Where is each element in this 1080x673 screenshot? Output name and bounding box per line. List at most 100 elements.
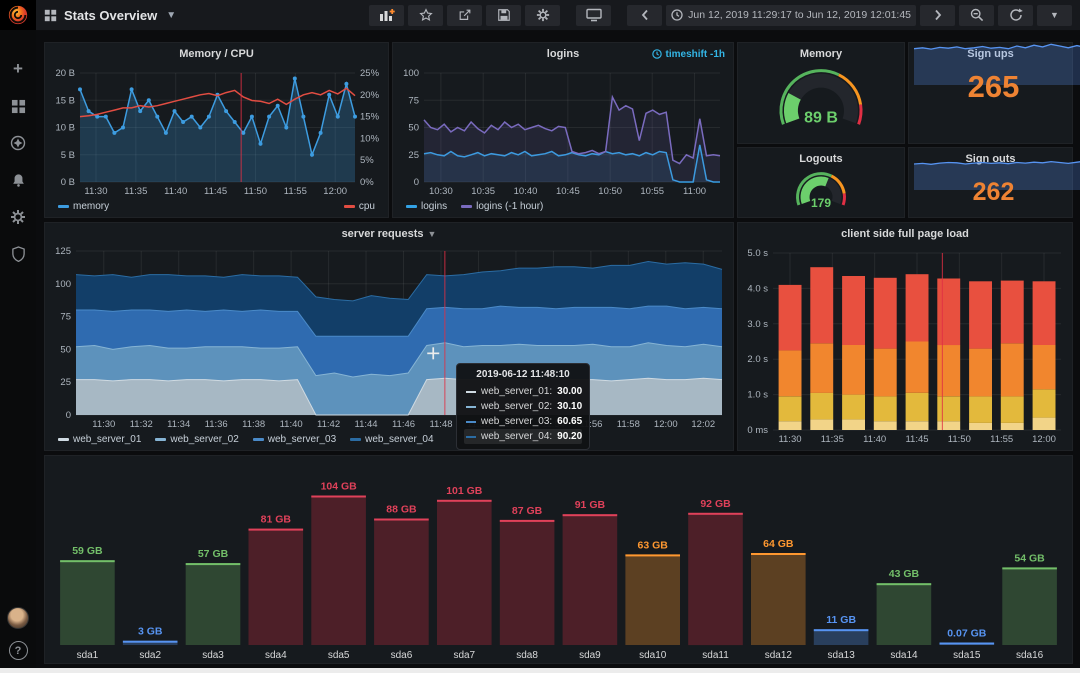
clock-icon <box>651 49 662 59</box>
sign-ups-sparkline[interactable] <box>914 35 1080 85</box>
legend: logins logins (-1 hour) <box>396 198 730 215</box>
explore-compass-icon[interactable] <box>9 134 27 152</box>
svg-text:sda14: sda14 <box>890 650 918 661</box>
panel-title-text: Sign ups <box>967 48 1013 60</box>
add-panel-button[interactable] <box>369 4 405 26</box>
svg-text:11:38: 11:38 <box>242 419 265 430</box>
cycle-view-button[interactable] <box>576 4 612 26</box>
svg-text:11:40: 11:40 <box>280 419 303 430</box>
alerting-bell-icon[interactable] <box>9 171 27 189</box>
legend-item-web-server-04[interactable]: web_server_04 <box>350 434 434 445</box>
legend-item-web-server-03[interactable]: web_server_03 <box>252 434 336 445</box>
legend: web_server_01 web_server_02 web_server_0… <box>48 431 730 448</box>
svg-text:11:44: 11:44 <box>355 419 378 430</box>
legend-item-web-server-02[interactable]: web_server_02 <box>155 434 239 445</box>
time-range-picker[interactable]: Jun 12, 2019 11:29:17 to Jun 12, 2019 12… <box>666 4 916 26</box>
panel-disk-usage: 59 GB sda1 3 GB sda2 57 GB sda3 81 GB sda4 104 G… <box>44 455 1073 664</box>
panel-title[interactable]: Logouts <box>738 148 904 170</box>
save-button[interactable] <box>486 4 522 26</box>
chart-tooltip: 2019-06-12 11:48:10 web_server_01: 30.00 … <box>456 363 590 450</box>
chevron-left-icon <box>641 9 648 21</box>
svg-text:10%: 10% <box>360 133 380 144</box>
gear-icon <box>536 8 549 22</box>
dashboard-title-button[interactable]: Stats Overview ▼ <box>44 8 176 23</box>
zoom-out-button[interactable] <box>959 4 994 26</box>
settings-gear-icon[interactable] <box>9 208 27 226</box>
svg-text:11:55: 11:55 <box>284 186 307 197</box>
panel-title-text: Logouts <box>799 153 843 165</box>
server-requests-chart[interactable]: 11:30 11:32 11:34 11:36 11:38 11:40 11:42 11:44… <box>48 245 730 431</box>
save-icon <box>497 9 510 21</box>
svg-text:57 GB: 57 GB <box>198 548 229 560</box>
panel-title[interactable]: Memory <box>738 43 904 65</box>
svg-text:12:02: 12:02 <box>691 419 715 430</box>
panel-title-text: Sign outs <box>965 153 1016 165</box>
logouts-gauge[interactable]: 179 <box>741 170 901 215</box>
plus-icon[interactable]: + <box>13 59 23 78</box>
svg-text:43 GB: 43 GB <box>889 568 920 580</box>
svg-text:10:50: 10:50 <box>598 186 622 197</box>
add-panel-icon <box>379 9 395 21</box>
memory-cpu-chart[interactable]: 11:30 11:35 11:40 11:45 11:50 11:55 12:00 0 B 5 … <box>48 65 385 198</box>
tooltip-row: web_server_03: 60.65 <box>464 414 582 429</box>
svg-text:sda1: sda1 <box>77 650 99 661</box>
legend-item-logins-1h[interactable]: logins (-1 hour) <box>461 201 543 212</box>
caret-down-icon: ▼ <box>427 229 437 239</box>
svg-text:81 GB: 81 GB <box>261 514 292 526</box>
panel-client-page-load: client side full page load 11:30 11:35 11:… <box>737 222 1073 451</box>
svg-text:91 GB: 91 GB <box>575 499 606 511</box>
panel-title[interactable]: Sign outs <box>909 148 1072 170</box>
svg-text:75: 75 <box>60 312 71 323</box>
sign-outs-sparkline[interactable] <box>914 154 1080 190</box>
panel-title[interactable]: Sign ups <box>909 43 1072 65</box>
dashboard-settings-button[interactable] <box>525 4 561 26</box>
svg-text:10 B: 10 B <box>55 123 75 134</box>
svg-text:100: 100 <box>403 68 419 79</box>
svg-text:11:45: 11:45 <box>204 186 227 197</box>
svg-text:sda5: sda5 <box>328 650 350 661</box>
caret-down-icon: ▼ <box>166 9 177 21</box>
legend-item-logins[interactable]: logins <box>406 201 447 212</box>
panel-title[interactable]: Memory / CPU <box>45 43 388 65</box>
legend-item-cpu[interactable]: cpu <box>343 201 375 212</box>
page-title: Stats Overview <box>64 7 158 23</box>
disk-usage-chart[interactable]: 59 GB sda1 3 GB sda2 57 GB sda3 81 GB sda4 104 G… <box>48 458 1069 661</box>
svg-text:0 ms: 0 ms <box>747 425 768 436</box>
refresh-icon <box>1009 8 1023 21</box>
legend-item-web-server-01[interactable]: web_server_01 <box>58 434 141 445</box>
star-button[interactable] <box>408 4 444 26</box>
legend-item-memory[interactable]: memory <box>58 201 109 212</box>
user-avatar[interactable] <box>7 607 29 629</box>
timeshift-badge[interactable]: timeshift -1h <box>651 43 725 65</box>
time-range-text: Jun 12, 2019 11:29:17 to Jun 12, 2019 12… <box>688 9 911 21</box>
memory-gauge[interactable]: 89 B <box>741 65 901 141</box>
svg-text:sda16: sda16 <box>1016 650 1044 661</box>
help-icon[interactable]: ? <box>8 641 28 660</box>
client-page-load-chart[interactable]: 11:30 11:35 11:40 11:45 11:50 11:55 12:00 0 ms 1… <box>741 245 1069 448</box>
admin-shield-icon[interactable] <box>9 245 27 263</box>
clock-icon <box>671 9 683 21</box>
svg-text:179: 179 <box>811 196 831 210</box>
panel-title[interactable]: logins timeshift -1h <box>393 43 733 65</box>
svg-text:sda4: sda4 <box>265 650 287 661</box>
svg-text:11:40: 11:40 <box>863 434 886 445</box>
grafana-flame-icon <box>8 5 28 25</box>
time-back-button[interactable] <box>627 4 663 26</box>
logins-chart[interactable]: 10:30 10:35 10:40 10:45 10:50 10:55 11:00 0 25 50… <box>396 65 730 198</box>
refresh-interval-dropdown[interactable]: ▼ <box>1037 4 1072 26</box>
panel-server-requests: server requests ▼ 11:30 11:32 11:34 11:36 11… <box>44 222 734 451</box>
time-forward-button[interactable] <box>920 4 955 26</box>
svg-text:12:00: 12:00 <box>654 419 678 430</box>
panel-title[interactable]: server requests ▼ <box>45 223 733 245</box>
refresh-button[interactable] <box>998 4 1033 26</box>
share-button[interactable] <box>447 4 483 26</box>
tv-icon <box>585 8 602 22</box>
svg-text:0.07 GB: 0.07 GB <box>947 628 987 640</box>
dashboards-icon[interactable] <box>9 97 27 115</box>
svg-text:sda6: sda6 <box>391 650 413 661</box>
panel-title[interactable]: client side full page load <box>738 223 1072 245</box>
panel-title-text: Memory / CPU <box>179 48 254 60</box>
svg-text:12:00: 12:00 <box>323 186 347 197</box>
grafana-logo[interactable] <box>0 0 36 30</box>
svg-text:sda11: sda11 <box>702 650 729 661</box>
